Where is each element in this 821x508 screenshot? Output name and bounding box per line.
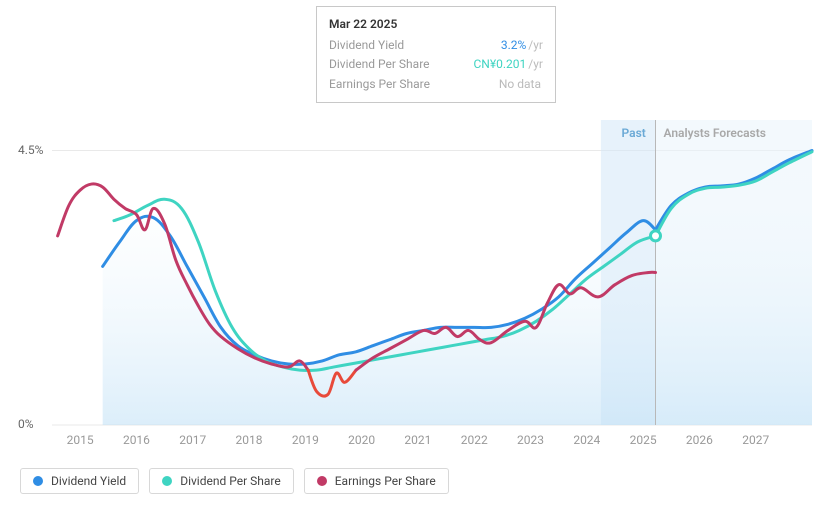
legend-item-dividend-yield[interactable]: Dividend Yield [20,468,139,494]
tooltip-label: Earnings Per Share [329,75,430,94]
tooltip-row: Dividend Per Share CN¥0.201/yr [329,55,543,74]
x-axis-label: 2023 [517,433,544,447]
tooltip-row: Earnings Per Share No data [329,75,543,94]
x-axis-label: 2016 [123,433,150,447]
x-axis-label: 2026 [686,433,713,447]
legend-dot-icon [33,476,43,486]
y-axis-label: 0% [18,417,34,431]
x-axis-label: 2020 [348,433,375,447]
x-axis-label: 2018 [236,433,263,447]
y-axis-label: 4.5% [18,143,43,157]
legend-label: Dividend Per Share [180,474,281,488]
x-axis-label: 2024 [573,433,600,447]
chart-region-label: Analysts Forecasts [663,126,765,140]
legend-item-earnings-per-share[interactable]: Earnings Per Share [304,468,449,494]
legend-label: Dividend Yield [51,474,126,488]
tooltip-row: Dividend Yield 3.2%/yr [329,36,543,55]
chart-region-label: Past [621,126,645,140]
tooltip-label: Dividend Per Share [329,55,430,74]
legend-item-dividend-per-share[interactable]: Dividend Per Share [149,468,294,494]
x-axis-label: 2021 [404,433,431,447]
x-axis-label: 2019 [292,433,319,447]
tooltip-value: CN¥0.201 [473,57,526,71]
x-axis-label: 2015 [67,433,94,447]
x-axis-label: 2025 [630,433,657,447]
legend-label: Earnings Per Share [335,474,436,488]
tooltip-value: 3.2% [501,38,526,52]
legend-dot-icon [317,476,327,486]
chart-legend: Dividend Yield Dividend Per Share Earnin… [20,468,449,494]
x-axis-label: 2027 [742,433,769,447]
legend-dot-icon [162,476,172,486]
tooltip-unit: /yr [528,38,543,52]
x-axis-label: 2017 [179,433,206,447]
tooltip-value: No data [499,77,541,91]
tooltip-label: Dividend Yield [329,36,404,55]
chart-tooltip: Mar 22 2025 Dividend Yield 3.2%/yr Divid… [316,6,556,103]
x-axis-label: 2022 [461,433,488,447]
tooltip-unit: /yr [528,57,543,71]
tooltip-date: Mar 22 2025 [329,15,543,34]
